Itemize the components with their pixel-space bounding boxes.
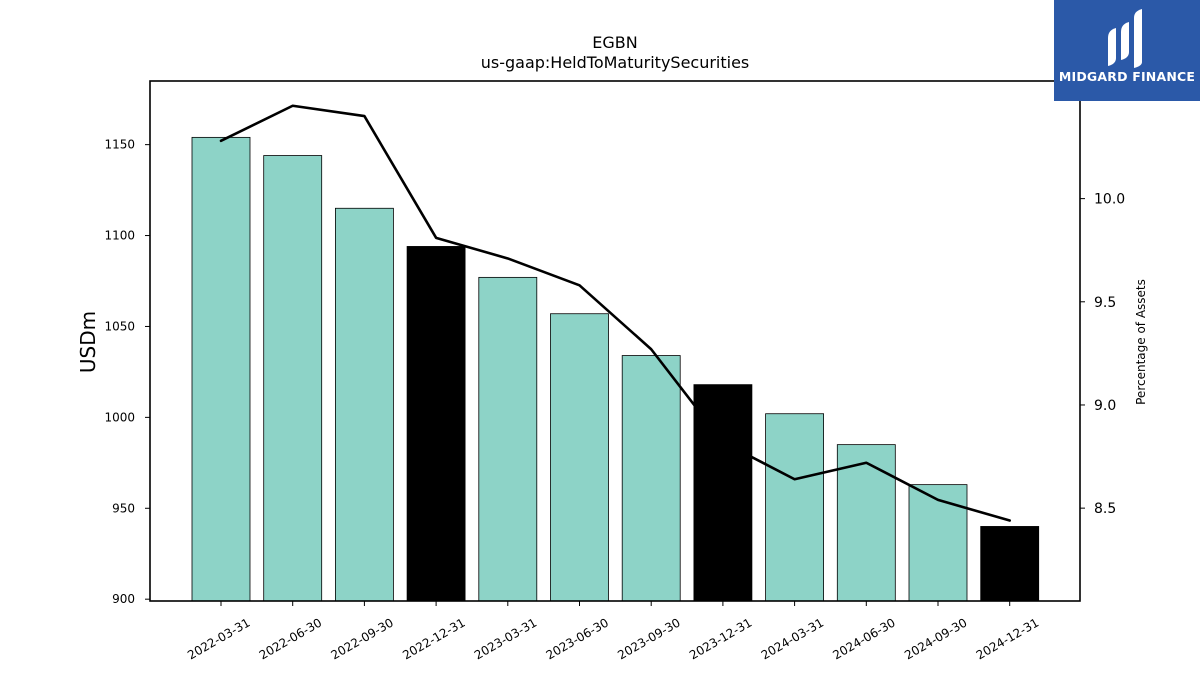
bar	[478, 276, 538, 602]
y-axis-label: USDm	[76, 311, 100, 373]
bar	[980, 526, 1040, 602]
bar	[908, 484, 968, 602]
x-tick-label: 2023-12-31	[687, 615, 754, 662]
brand-name: MIDGARD FINANCE	[1058, 69, 1196, 84]
x-tick-label: 2023-03-31	[472, 615, 539, 662]
y2-tick-label: 9.5	[1094, 295, 1116, 311]
bar	[550, 313, 609, 602]
bar	[621, 355, 681, 602]
y2-tick-label: 8.5	[1094, 501, 1116, 517]
x-tick-label: 2023-09-30	[615, 615, 682, 662]
line-layer	[219, 104, 1012, 522]
axes-layer	[149, 80, 1081, 602]
y-tick-label: 900	[112, 592, 135, 606]
y-tick-label: 1150	[104, 138, 135, 152]
plot-frame	[149, 80, 1081, 602]
x-tick-label: 2024-12-31	[974, 615, 1041, 662]
y2-axis-label: Percentage of Assets	[1134, 279, 1148, 405]
y-tick-label: 1000	[104, 410, 135, 424]
x-tick-label: 2024-03-31	[759, 615, 826, 662]
bar	[765, 413, 824, 602]
bar	[263, 155, 323, 602]
ticks-layer: 2022-03-31 2022-06-30 2022-09-30 2022-12-31…	[104, 138, 1125, 663]
y2-tick-label: 10.0	[1094, 192, 1125, 208]
y-tick-label: 950	[112, 501, 135, 515]
chart-title: EGBN	[592, 33, 637, 52]
bar	[406, 246, 466, 602]
x-tick-label: 2022-12-31	[400, 615, 467, 662]
bar	[334, 207, 394, 602]
x-tick-label: 2023-06-30	[544, 615, 611, 662]
chart-subtitle: us-gaap:HeldToMaturitySecurities	[481, 53, 750, 72]
series-line	[219, 104, 1012, 522]
y2-tick-label: 9.0	[1094, 398, 1116, 414]
bar	[836, 444, 896, 602]
y-tick-label: 1050	[104, 319, 135, 333]
x-tick-label: 2022-09-30	[328, 615, 395, 662]
y-tick-label: 1100	[104, 229, 135, 243]
bars-layer	[191, 136, 1040, 602]
x-tick-label: 2022-03-31	[185, 615, 252, 662]
x-tick-label: 2024-06-30	[830, 615, 897, 662]
x-tick-label: 2022-06-30	[257, 615, 324, 662]
bar	[191, 136, 251, 602]
logo-mark-icon	[1108, 9, 1142, 68]
bar	[693, 384, 753, 602]
x-tick-label: 2024-09-30	[902, 615, 969, 662]
brand-logo: MIDGARD FINANCE	[1054, 0, 1200, 101]
